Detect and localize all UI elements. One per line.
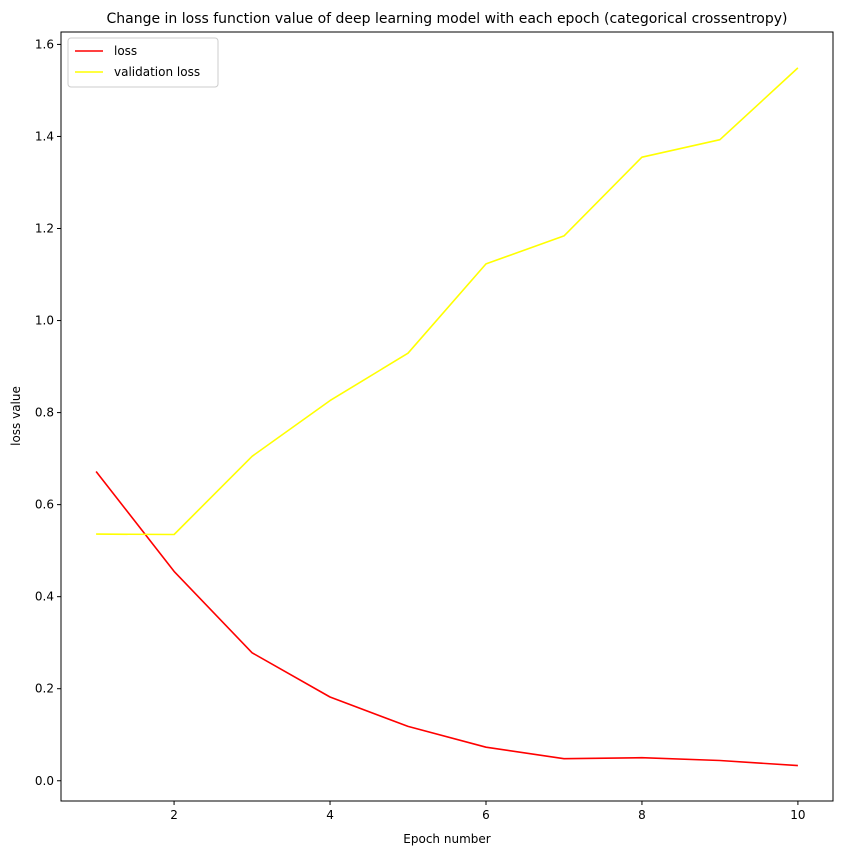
series-line-validation-loss xyxy=(96,67,799,536)
y-tick-label: 0.0 xyxy=(35,774,54,788)
legend-label: validation loss xyxy=(114,65,200,79)
x-tick-label: 8 xyxy=(638,808,646,822)
x-tick-label: 2 xyxy=(170,808,178,822)
y-tick-label: 1.4 xyxy=(35,129,54,143)
y-tick-label: 0.2 xyxy=(35,682,54,696)
x-tick-label: 6 xyxy=(482,808,490,822)
y-tick-label: 0.8 xyxy=(35,406,54,420)
y-tick-label: 0.6 xyxy=(35,498,54,512)
y-tick-label: 1.0 xyxy=(35,314,54,328)
plot-area-frame xyxy=(60,31,834,802)
y-tick-label: 1.6 xyxy=(35,37,54,51)
legend: loss validation loss xyxy=(67,37,219,88)
y-tick-label: 0.4 xyxy=(35,590,54,604)
chart-title: Change in loss function value of deep le… xyxy=(106,11,787,27)
series-line-loss xyxy=(95,471,798,767)
y-axis-label: loss value xyxy=(9,386,23,446)
x-tick-label: 4 xyxy=(326,808,334,822)
legend-box xyxy=(67,37,219,88)
x-axis-label: Epoch number xyxy=(403,832,490,846)
y-tick-label: 1.2 xyxy=(35,222,54,236)
x-tick-label: 10 xyxy=(790,808,805,822)
legend-label: loss xyxy=(114,44,137,58)
